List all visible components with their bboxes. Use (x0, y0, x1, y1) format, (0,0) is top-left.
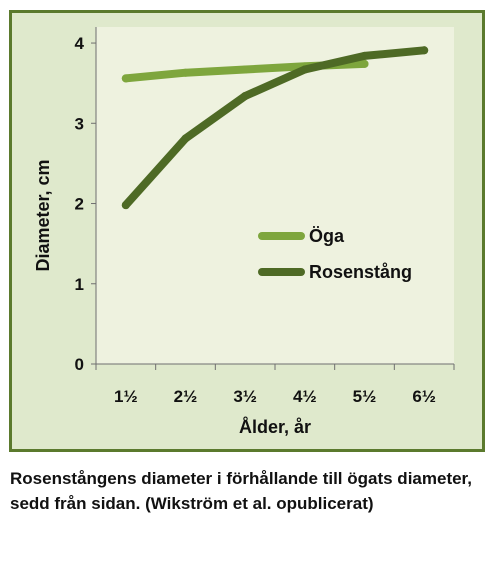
x-axis-title: Ålder, år (239, 417, 311, 437)
data-point (181, 68, 190, 77)
x-tick-label: 6½ (412, 387, 436, 406)
legend-label-1: Rosenstång (309, 262, 412, 282)
line-chart: 0 1 2 3 4 1½ 2½ 3½ 4½ 5½ 6½ Ålder, år Diameter, cm Ög… (9, 10, 485, 452)
x-tick-label: 2½ (174, 387, 198, 406)
y-tick-label: 1 (75, 275, 84, 294)
data-point (181, 134, 190, 143)
x-tick-label: 4½ (293, 387, 317, 406)
y-tick-label: 3 (75, 114, 84, 133)
data-point (300, 65, 309, 74)
data-point (241, 65, 250, 74)
data-point (360, 59, 369, 68)
data-point (121, 201, 130, 210)
figure-caption: Rosenstångens diameter i förhållande til… (10, 469, 472, 513)
x-tick-label: 1½ (114, 387, 138, 406)
data-point (121, 74, 130, 83)
y-tick-label: 2 (75, 195, 84, 214)
x-tick-label: 3½ (233, 387, 257, 406)
legend-label-0: Öga (309, 226, 345, 246)
data-point (360, 51, 369, 60)
series-line-1 (121, 46, 429, 210)
x-tick-label: 5½ (353, 387, 377, 406)
y-axis-title: Diameter, cm (33, 159, 53, 271)
data-point (241, 92, 250, 101)
data-point (420, 46, 429, 55)
y-tick-label: 4 (75, 34, 85, 53)
y-tick-label: 0 (75, 355, 84, 374)
chart-frame: 0 1 2 3 4 1½ 2½ 3½ 4½ 5½ 6½ Ålder, år Diameter, cm Ög… (9, 10, 485, 452)
